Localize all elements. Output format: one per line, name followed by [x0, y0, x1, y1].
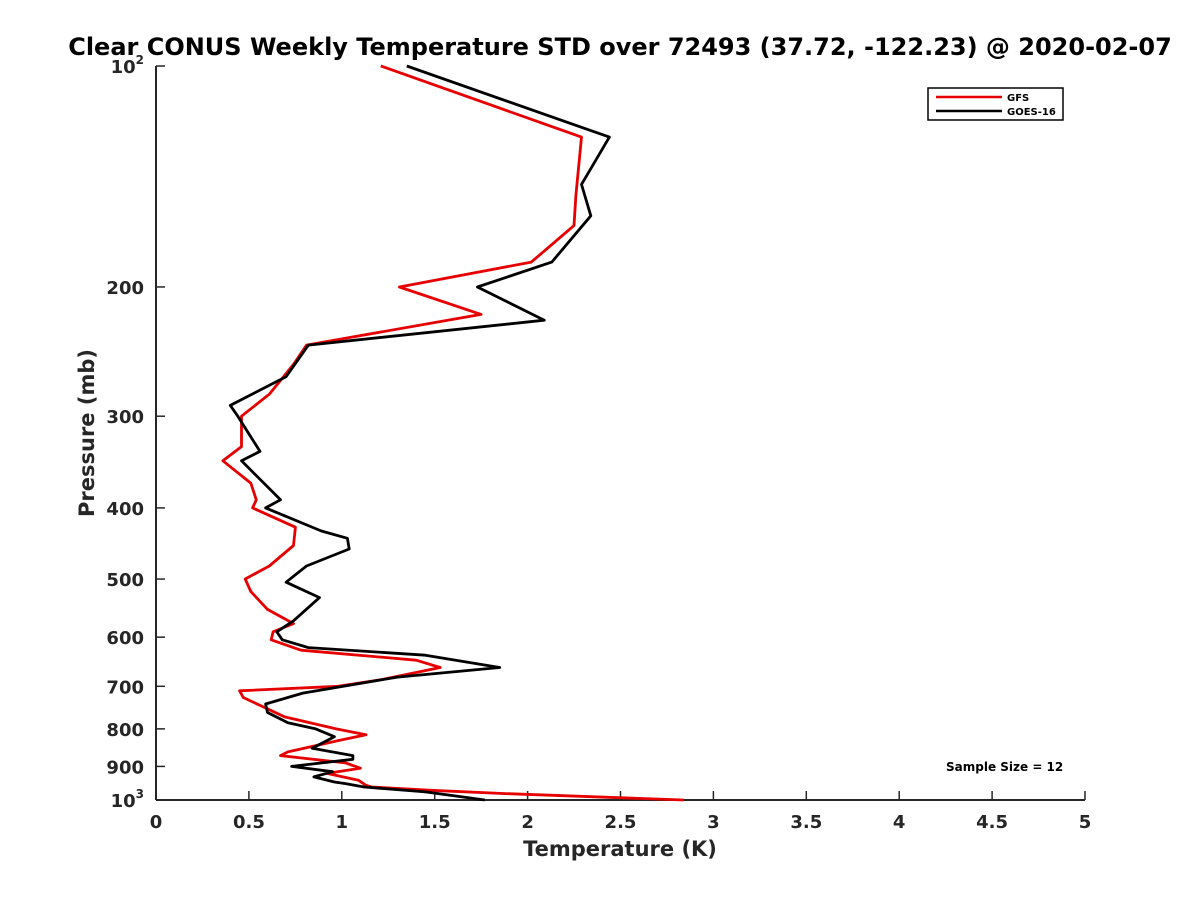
x-tick-label: 2	[521, 812, 534, 833]
legend-label-gfs: GFS	[1007, 93, 1029, 104]
y-axis-label: Pressure (mb)	[75, 349, 99, 517]
series-line-goes16	[228, 64, 611, 802]
y-tick-label: 800	[106, 720, 144, 741]
y-tick-label: 400	[106, 499, 144, 520]
y-tick-label: 102	[111, 53, 144, 78]
legend-label-goes16: GOES-16	[1007, 107, 1056, 118]
y-tick-label: 200	[106, 278, 144, 299]
x-tick-label: 3.5	[790, 812, 822, 833]
x-tick-label: 5	[1079, 812, 1092, 833]
x-tick-label: 3	[707, 812, 720, 833]
x-tick-label: 2.5	[605, 812, 637, 833]
x-tick-label: 0.5	[233, 812, 265, 833]
y-ticks: 102 200 300 400 500 600 700 800 900 103	[106, 53, 165, 812]
x-tick-label: 0	[150, 812, 163, 833]
legend: GFS GOES-16	[927, 87, 1064, 121]
axes	[155, 66, 1085, 801]
x-tick-label: 4.5	[976, 812, 1008, 833]
x-axis-label: Temperature (K)	[523, 837, 717, 861]
x-tick-label: 4	[893, 812, 906, 833]
y-tick-label: 900	[106, 757, 144, 778]
y-tick-label: 300	[106, 407, 144, 428]
legend-box	[927, 87, 1064, 121]
x-tick-label: 1.5	[419, 812, 451, 833]
series-line-gfs	[221, 64, 684, 802]
sample-size-annotation: Sample Size = 12	[946, 760, 1063, 774]
series-lines	[221, 64, 684, 802]
y-tick-label: 700	[106, 677, 144, 698]
chart-title: Clear CONUS Weekly Temperature STD over …	[68, 33, 1172, 61]
y-tick-label: 600	[106, 628, 144, 649]
y-tick-label: 500	[106, 570, 144, 591]
x-ticks: 0 0.5 1 1.5 2 2.5 3 3.5 4 4.5 5	[150, 791, 1092, 833]
y-tick-label: 103	[111, 787, 144, 812]
x-tick-label: 1	[336, 812, 349, 833]
